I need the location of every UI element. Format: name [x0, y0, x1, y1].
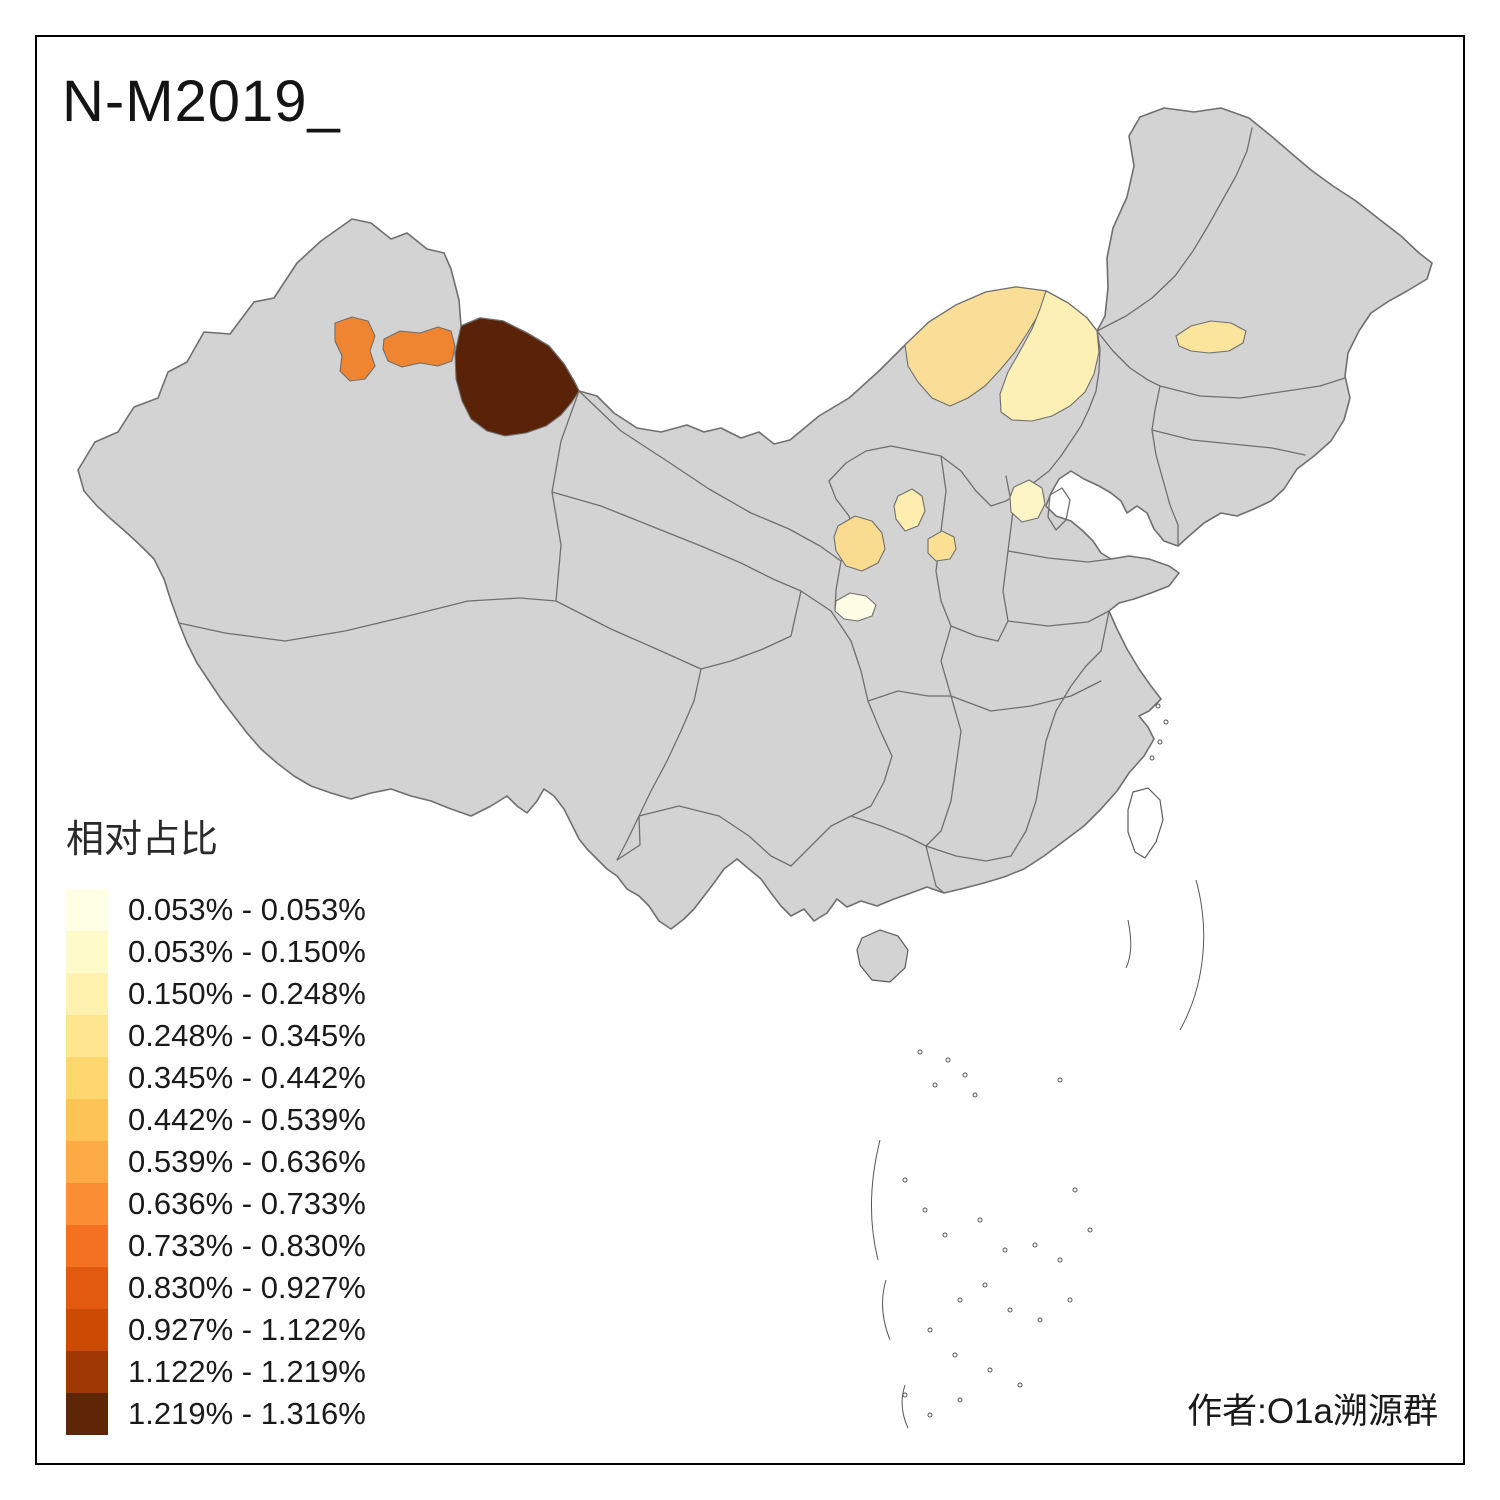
legend-row: 1.219% - 1.316%: [66, 1393, 366, 1435]
legend-row: 0.150% - 0.248%: [66, 973, 366, 1015]
legend-row: 0.927% - 1.122%: [66, 1309, 366, 1351]
legend-label: 1.122% - 1.219%: [128, 1354, 366, 1389]
legend-row: 0.345% - 0.442%: [66, 1057, 366, 1099]
map-region: [904, 286, 1047, 407]
legend-swatch: [66, 1057, 108, 1099]
legend-label: 0.150% - 0.248%: [128, 976, 366, 1011]
legend-row: 0.830% - 0.927%: [66, 1267, 366, 1309]
legend-row: 0.636% - 0.733%: [66, 1183, 366, 1225]
map-region: [834, 592, 877, 622]
legend-label: 0.442% - 0.539%: [128, 1102, 366, 1137]
legend-row: 0.442% - 0.539%: [66, 1099, 366, 1141]
map-region: [893, 488, 926, 532]
sea-boundary-lines: [870, 879, 1205, 1429]
legend-swatch: [66, 1225, 108, 1267]
legend-label: 0.539% - 0.636%: [128, 1144, 366, 1179]
page-title: N-M2019_: [62, 69, 341, 134]
legend-label: 0.248% - 0.345%: [128, 1018, 366, 1053]
legend-row: 0.053% - 0.053%: [66, 889, 366, 931]
legend-swatch: [66, 1393, 108, 1435]
taiwan-island: [1127, 787, 1164, 859]
legend-label: 0.636% - 0.733%: [128, 1186, 366, 1221]
legend-label: 0.053% - 0.053%: [128, 892, 366, 927]
legend-label: 0.927% - 1.122%: [128, 1312, 366, 1347]
legend-swatch: [66, 1309, 108, 1351]
legend-swatch: [66, 1183, 108, 1225]
legend-label: 0.733% - 0.830%: [128, 1228, 366, 1263]
map-region: [334, 316, 376, 382]
attribution: 作者:O1a溯源群: [1187, 1392, 1438, 1431]
mainland: [77, 107, 1433, 930]
map-region: [454, 317, 580, 437]
legend-items: 0.053% - 0.053% 0.053% - 0.150% 0.150% - 0…: [66, 889, 366, 1435]
province-borders: [178, 127, 1346, 894]
legend-swatch: [66, 1141, 108, 1183]
legend-row: 0.539% - 0.636%: [66, 1141, 366, 1183]
legend-label: 0.830% - 0.927%: [128, 1270, 366, 1305]
map-region: [1009, 479, 1046, 523]
legend-swatch: [66, 931, 108, 973]
map-region: [833, 515, 886, 572]
legend-label: 0.053% - 0.150%: [128, 934, 366, 969]
legend-row: 1.122% - 1.219%: [66, 1351, 366, 1393]
map-region: [382, 326, 456, 368]
legend: 相对占比 0.053% - 0.053% 0.053% - 0.150% 0.150…: [66, 808, 366, 1435]
map-region: [927, 530, 957, 562]
legend-row: 0.733% - 0.830%: [66, 1225, 366, 1267]
map-region: [1175, 320, 1247, 354]
legend-swatch: [66, 889, 108, 931]
sea-islands: [902, 703, 1169, 1418]
legend-swatch: [66, 1351, 108, 1393]
legend-label: 1.219% - 1.316%: [128, 1396, 366, 1431]
legend-title: 相对占比: [66, 819, 219, 861]
map-region: [999, 290, 1100, 422]
legend-swatch: [66, 1267, 108, 1309]
hainan-island: [856, 929, 909, 983]
legend-swatch: [66, 1099, 108, 1141]
legend-swatch: [66, 1015, 108, 1057]
legend-label: 0.345% - 0.442%: [128, 1060, 366, 1095]
legend-row: 0.248% - 0.345%: [66, 1015, 366, 1057]
legend-row: 0.053% - 0.150%: [66, 931, 366, 973]
legend-swatch: [66, 973, 108, 1015]
